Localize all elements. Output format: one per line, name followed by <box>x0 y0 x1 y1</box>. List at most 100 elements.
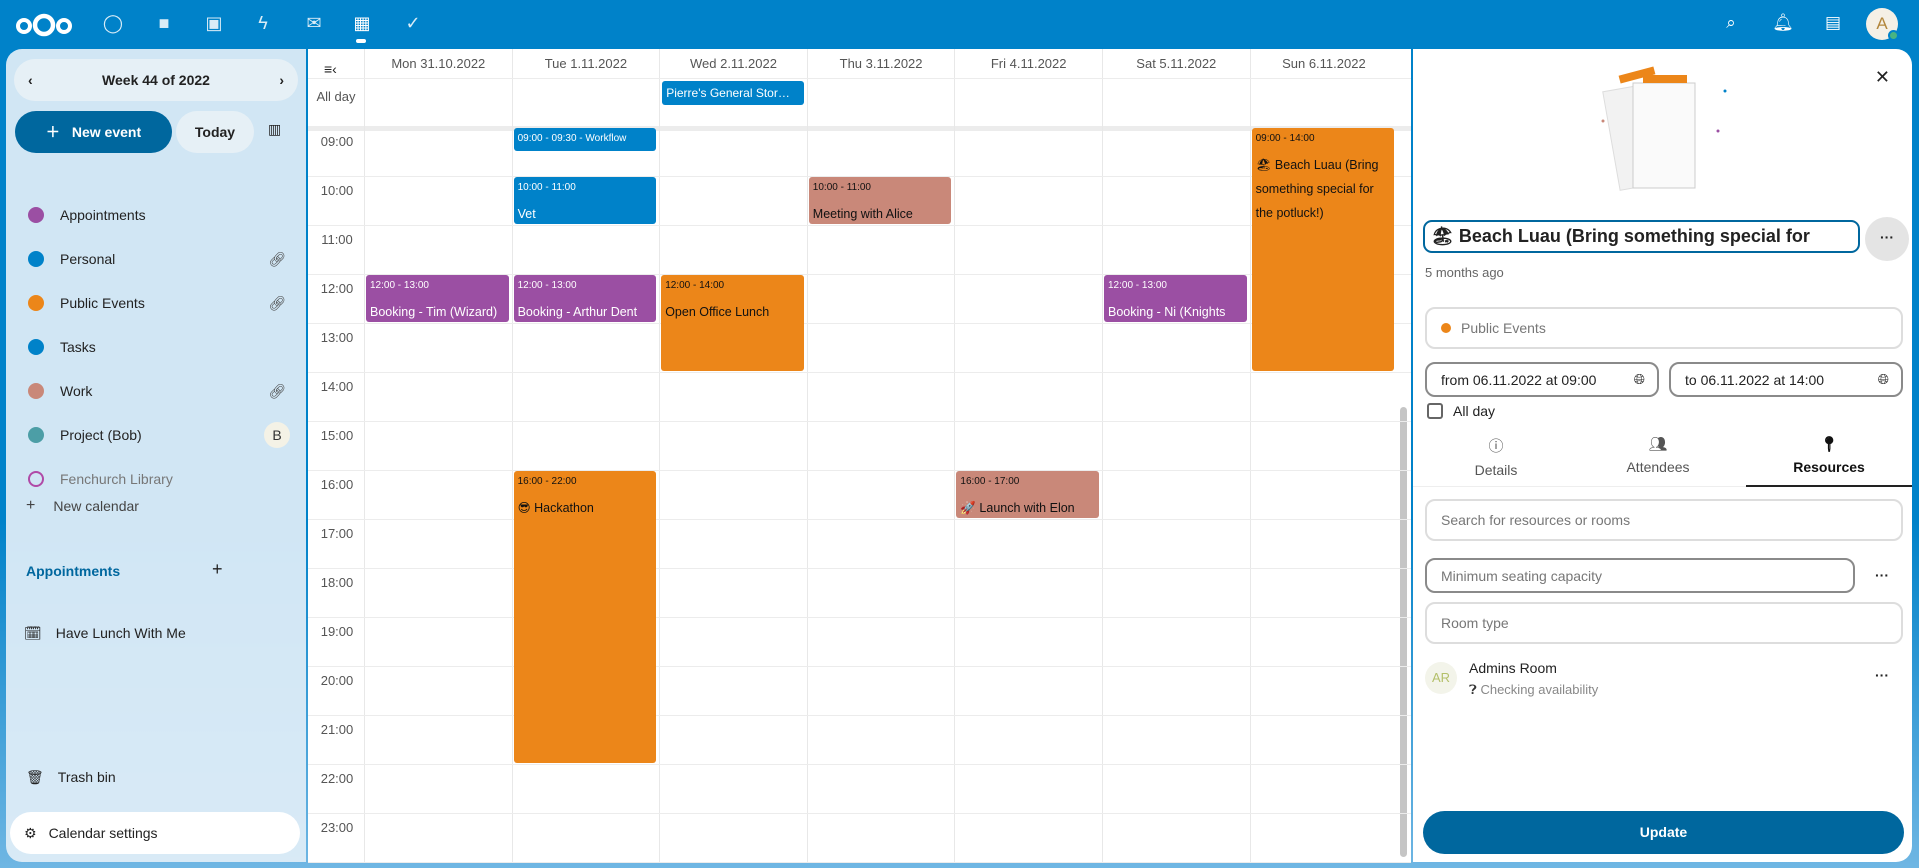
minimum-capacity-input[interactable]: Minimum seating capacity <box>1425 558 1855 593</box>
calendar-event[interactable]: 12:00 - 13:00 Booking - Ni (Knights <box>1104 275 1247 322</box>
files-icon[interactable]: ■ <box>158 13 170 33</box>
new-calendar-button[interactable]: + New calendar <box>6 486 306 526</box>
calendar-event[interactable]: 12:00 - 13:00 Booking - Tim (Wizard) <box>366 275 509 322</box>
new-event-label: New event <box>71 124 142 140</box>
day-header[interactable]: Sun 6.11.2022 <box>1249 49 1398 78</box>
end-datetime-field[interactable]: to 06.11.2022 at 14:00 🌐︎ <box>1669 362 1903 397</box>
nextcloud-logo[interactable] <box>14 12 74 38</box>
calendar-color-dot[interactable] <box>28 383 44 399</box>
tab-label: Details <box>1474 462 1518 478</box>
header-divider <box>308 78 1411 79</box>
resource-status: ❓︎ Checking availability <box>1469 682 1598 698</box>
close-icon[interactable]: ✕ <box>1874 67 1890 87</box>
week-label[interactable]: Week 44 of 2022 <box>102 72 210 88</box>
previous-week-button[interactable]: ‹ <box>28 72 33 88</box>
tab-resources[interactable]: 📍︎ Resources <box>1746 435 1912 487</box>
collapse-sidebar-icon[interactable]: ≡‹ <box>324 61 337 77</box>
appointment-label: Have Lunch With Me <box>55 625 186 641</box>
timezone-globe-icon[interactable]: 🌐︎ <box>1633 371 1645 387</box>
calendar-event[interactable]: 10:00 - 11:00 Meeting with Alice <box>808 177 952 224</box>
calendar-event[interactable]: 10:00 - 11:00 Vet <box>513 177 657 224</box>
trash-bin-button[interactable]: 🗑︎ Trash bin <box>6 757 306 797</box>
calendar-item[interactable]: Public Events 🔗︎ <box>6 283 306 323</box>
calendar-event[interactable]: 16:00 - 22:00 😎 Hackathon <box>513 471 657 763</box>
add-appointment-icon[interactable]: + <box>212 559 223 579</box>
capacity-options-button[interactable]: ··· <box>1875 567 1889 583</box>
calendar-icon[interactable]: ▦ <box>353 13 371 33</box>
hour-gridline <box>308 176 1411 177</box>
tab-label: Resources <box>1793 459 1865 475</box>
day-header[interactable]: Sat 5.11.2022 <box>1102 49 1250 78</box>
all-day-separator <box>308 126 1411 131</box>
all-day-checkbox-row[interactable]: All day <box>1427 403 1495 419</box>
calendar-color-dot[interactable] <box>28 251 44 267</box>
dashboard-icon[interactable]: ◯ <box>102 13 124 33</box>
all-day-checkbox[interactable] <box>1427 403 1443 419</box>
update-button[interactable]: Update <box>1423 811 1904 854</box>
calendar-item[interactable]: Tasks <box>6 327 306 367</box>
hour-gridline <box>308 225 1411 226</box>
resource-options-button[interactable]: ··· <box>1875 667 1889 683</box>
next-week-button[interactable]: › <box>279 72 284 88</box>
appointments-heading[interactable]: Appointments <box>26 563 121 579</box>
hour-label: 15:00 <box>320 428 354 443</box>
plus-icon: ＋ <box>45 124 60 140</box>
calendar-color-dot[interactable] <box>28 427 44 443</box>
calendar-item[interactable]: Appointments <box>6 195 306 235</box>
calendar-item[interactable]: Fenchurch Library <box>6 459 306 499</box>
tab-attendees[interactable]: 👥︎ Attendees <box>1577 435 1739 487</box>
share-link-icon[interactable]: 🔗︎ <box>268 250 286 267</box>
tab-details[interactable]: ⓘ Details <box>1415 435 1577 487</box>
event-title-input[interactable]: 🏖 Beach Luau (Bring something special fo… <box>1423 220 1860 253</box>
info-icon: ⓘ <box>1488 438 1504 455</box>
contacts-icon[interactable]: ▤ <box>1824 13 1842 32</box>
calendar-item[interactable]: Project (Bob) B <box>6 415 306 455</box>
calendar-color-dot[interactable] <box>28 295 44 311</box>
event-time: 10:00 - 11:00 <box>812 182 871 193</box>
day-header[interactable]: Wed 2.11.2022 <box>659 49 807 78</box>
photos-icon[interactable]: ▣ <box>205 13 223 33</box>
share-link-icon[interactable]: 🔗︎ <box>268 382 286 399</box>
new-event-button[interactable]: ＋ New event <box>15 111 172 153</box>
today-button[interactable]: Today <box>176 111 254 153</box>
calendar-picker[interactable]: Public Events <box>1425 307 1903 349</box>
map-marker-icon: 📍︎ <box>1819 436 1839 453</box>
calendar-color-dot[interactable] <box>28 339 44 355</box>
notifications-icon[interactable]: 🔔︎ <box>1772 13 1794 32</box>
tasks-icon[interactable]: ✓ <box>405 13 421 33</box>
calendar-item[interactable]: Personal 🔗︎ <box>6 239 306 279</box>
calendar-event[interactable]: 09:00 - 09:30 - Workflow <box>513 128 657 151</box>
day-header[interactable]: Tue 1.11.2022 <box>511 49 660 78</box>
day-header[interactable]: Mon 31.10.2022 <box>364 49 512 78</box>
all-day-event[interactable]: Pierre's General Stor… <box>662 81 804 105</box>
timezone-globe-icon[interactable]: 🌐︎ <box>1877 371 1889 387</box>
calendar-event[interactable]: 12:00 - 14:00 Open Office Lunch <box>661 275 804 371</box>
hour-label: 14:00 <box>320 379 354 394</box>
calendar-event[interactable]: 12:00 - 13:00 Booking - Arthur Dent <box>513 275 657 322</box>
calendar-item[interactable]: Work 🔗︎ <box>6 371 306 411</box>
mail-icon[interactable]: ✉ <box>306 13 322 33</box>
scrollbar[interactable] <box>1400 407 1407 857</box>
day-header[interactable]: Thu 3.11.2022 <box>806 49 955 78</box>
start-datetime-field[interactable]: from 06.11.2022 at 09:00 🌐︎ <box>1425 362 1659 397</box>
calendar-event[interactable]: 09:00 - 14:00 🏖 Beach Luau (Bring somethi… <box>1251 128 1395 371</box>
calendar-event[interactable]: 16:00 - 17:00 🚀 Launch with Elon <box>956 471 1099 518</box>
share-link-icon[interactable]: 🔗︎ <box>268 294 286 311</box>
day-column-divider <box>511 49 513 862</box>
resource-search-input[interactable]: Search for resources or rooms <box>1425 499 1903 541</box>
activity-icon[interactable]: ϟ <box>258 13 268 33</box>
hour-label: 11:00 <box>321 232 353 247</box>
user-avatar[interactable]: A <box>1866 8 1898 40</box>
resource-status-text: Checking availability <box>1480 682 1599 697</box>
calendar-color-dot[interactable] <box>28 207 44 223</box>
calendar-settings-button[interactable]: ⚙ Calendar settings <box>10 812 300 854</box>
search-icon[interactable]: ⌕ <box>1726 13 1736 32</box>
more-actions-button[interactable]: ··· <box>1865 217 1909 261</box>
event-time: 12:00 - 14:00 <box>665 280 725 291</box>
calendar-color-dot[interactable] <box>28 471 44 487</box>
event-editor-panel: ✕ 🏖 Beach Luau (Bring something special … <box>1413 49 1912 862</box>
appointment-item[interactable]: 🗓︎ Have Lunch With Me <box>6 613 306 653</box>
room-type-select[interactable]: Room type <box>1425 602 1903 644</box>
view-switcher-icon[interactable]: ▥ <box>268 121 282 137</box>
day-header[interactable]: Fri 4.11.2022 <box>954 49 1102 78</box>
